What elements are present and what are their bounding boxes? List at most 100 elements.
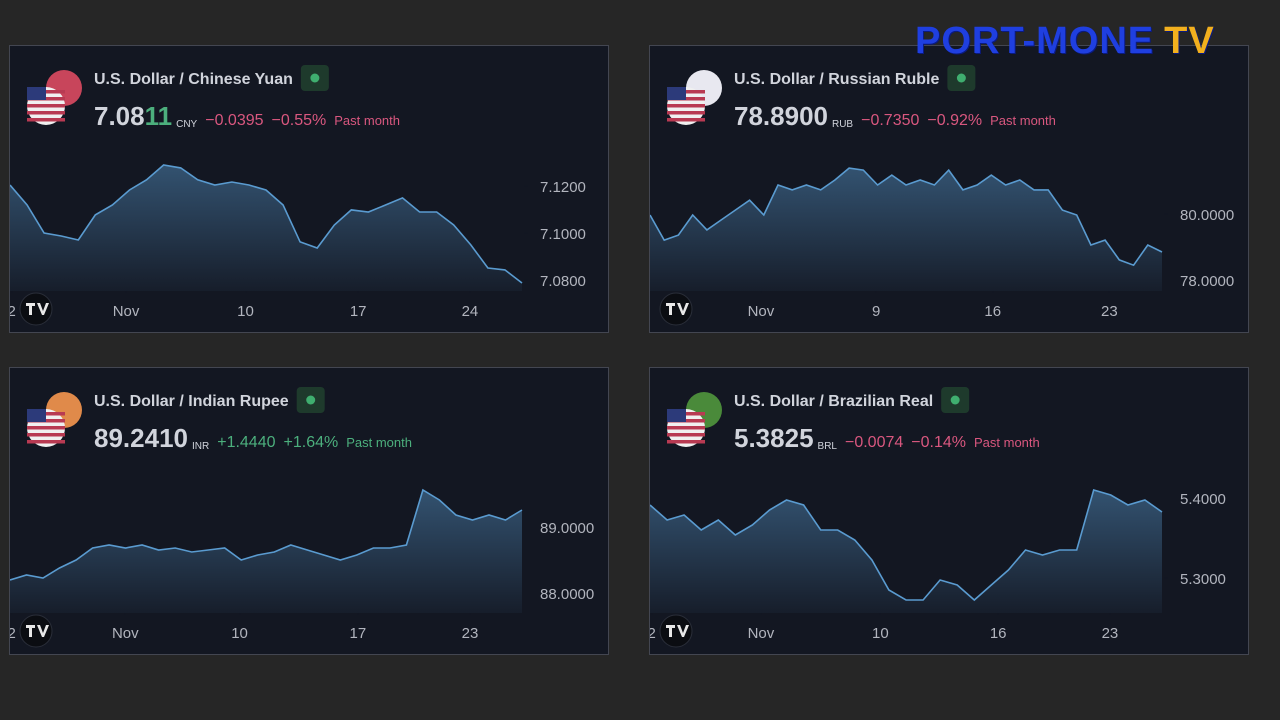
y-tick-label: 7.1200	[540, 179, 586, 196]
x-tick-label: 10	[872, 625, 889, 642]
flag-canton	[667, 87, 686, 100]
area-fill	[10, 165, 522, 291]
chart: U.S. Dollar / Russian Ruble 78.8900 RUB −0.…	[650, 65, 1234, 326]
x-tick-label: 16	[984, 303, 1001, 320]
price-line	[650, 489, 1163, 602]
period: Past month	[334, 113, 400, 128]
change: −0.0074	[845, 434, 903, 451]
x-tick-label: Nov	[113, 303, 140, 320]
flag-stripe	[27, 433, 65, 437]
x-tick-label: 10	[237, 303, 254, 320]
flag-stripe	[27, 104, 65, 108]
flag-stripe	[27, 426, 65, 430]
flag-canton	[27, 87, 46, 100]
flag-stripe	[27, 118, 65, 122]
change-percent: −0.14%	[911, 434, 966, 451]
y-tick-label: 7.0800	[540, 273, 586, 290]
period: Past month	[990, 113, 1056, 128]
tv-badge	[659, 614, 693, 648]
change-percent: −0.92%	[927, 112, 982, 129]
x-tick-label: 2	[10, 625, 16, 642]
x-tick-label: Nov	[748, 625, 775, 642]
price: 7.08	[94, 101, 145, 131]
status-dot	[950, 395, 960, 405]
x-tick-label: 23	[1101, 303, 1118, 320]
price: 11	[145, 101, 173, 131]
x-tick-label: Nov	[112, 625, 139, 642]
logo: PORT-MONE TV	[915, 20, 1215, 63]
tv-badge	[19, 292, 53, 326]
change-percent: +1.64%	[284, 434, 339, 451]
flag-stripe	[667, 118, 705, 122]
x-tick-label: 23	[1102, 625, 1119, 642]
area-fill	[10, 490, 522, 613]
change: +1.4440	[217, 434, 275, 451]
flag-stripe	[667, 433, 705, 437]
x-tick-label: 2	[650, 625, 656, 642]
title: U.S. Dollar / Chinese Yuan	[94, 71, 293, 88]
flag-stripe	[27, 440, 65, 444]
flag-us	[27, 409, 65, 447]
y-tick-label: 7.1000	[540, 226, 586, 243]
title: U.S. Dollar / Brazilian Real	[734, 393, 933, 410]
flag-us	[667, 87, 705, 125]
status-dot	[310, 73, 320, 83]
x-tick-label: 9	[872, 303, 880, 320]
price: 78.8900	[734, 101, 828, 131]
title: U.S. Dollar / Russian Ruble	[734, 71, 939, 88]
x-tick-label: Nov	[748, 303, 775, 320]
x-tick-label: 2	[10, 303, 16, 320]
change: −0.0395	[205, 112, 263, 129]
title: U.S. Dollar / Indian Rupee	[94, 393, 289, 410]
widget: U.S. Dollar / Brazilian Real 5.3825 BRL −0.…	[649, 367, 1249, 655]
currency: RUB	[832, 119, 853, 130]
chart: U.S. Dollar / Brazilian Real 5.3825 BRL −0.…	[650, 387, 1226, 648]
y-tick-label: 5.3000	[1180, 571, 1226, 588]
area-fill	[650, 490, 1162, 613]
flag-stripe	[667, 440, 705, 444]
flag-us	[667, 409, 705, 447]
y-tick-label: 5.4000	[1180, 491, 1226, 508]
price: 89.2410	[94, 423, 188, 453]
x-tick-label: 17	[349, 625, 366, 642]
price-line	[10, 164, 523, 284]
flag-stripe	[667, 426, 705, 430]
tv-badge	[659, 292, 693, 326]
status-dot	[306, 395, 316, 405]
x-tick-label: 24	[462, 303, 479, 320]
price: 5.3825	[734, 423, 814, 453]
tv-glyph	[666, 303, 689, 315]
period: Past month	[974, 435, 1040, 450]
flag-us	[27, 87, 65, 125]
chart: U.S. Dollar / Chinese Yuan 7.08 11 CNY −0.03…	[10, 65, 586, 326]
flag-stripe	[667, 111, 705, 115]
price-line	[10, 488, 523, 581]
widget: U.S. Dollar / Russian Ruble 78.8900 RUB −0.…	[649, 45, 1249, 333]
tv-badge	[19, 614, 53, 648]
status-dot	[956, 73, 966, 83]
x-tick-label: 16	[990, 625, 1007, 642]
currency: BRL	[818, 441, 838, 452]
change-percent: −0.55%	[272, 112, 327, 129]
flag-stripe	[27, 111, 65, 115]
x-tick-label: 17	[350, 303, 367, 320]
chart: U.S. Dollar / Indian Rupee 89.2410 INR +1.4…	[10, 387, 594, 648]
tv-glyph	[26, 625, 49, 637]
y-tick-label: 80.0000	[1180, 207, 1234, 224]
tv-glyph	[666, 625, 689, 637]
widget: U.S. Dollar / Chinese Yuan 7.08 11 CNY −0.03…	[9, 45, 609, 333]
y-tick-label: 89.0000	[540, 520, 594, 537]
change: −0.7350	[861, 112, 919, 129]
price-line	[650, 167, 1163, 267]
flag-canton	[667, 409, 686, 422]
area-fill	[650, 168, 1162, 291]
flag-stripe	[667, 104, 705, 108]
currency: CNY	[176, 119, 197, 130]
currency: INR	[192, 441, 209, 452]
y-tick-label: 78.0000	[1180, 273, 1234, 290]
logo-suffix: TV	[1164, 20, 1215, 62]
logo-name: PORT-MONE	[915, 20, 1155, 62]
y-tick-label: 88.0000	[540, 586, 594, 603]
period: Past month	[346, 435, 412, 450]
